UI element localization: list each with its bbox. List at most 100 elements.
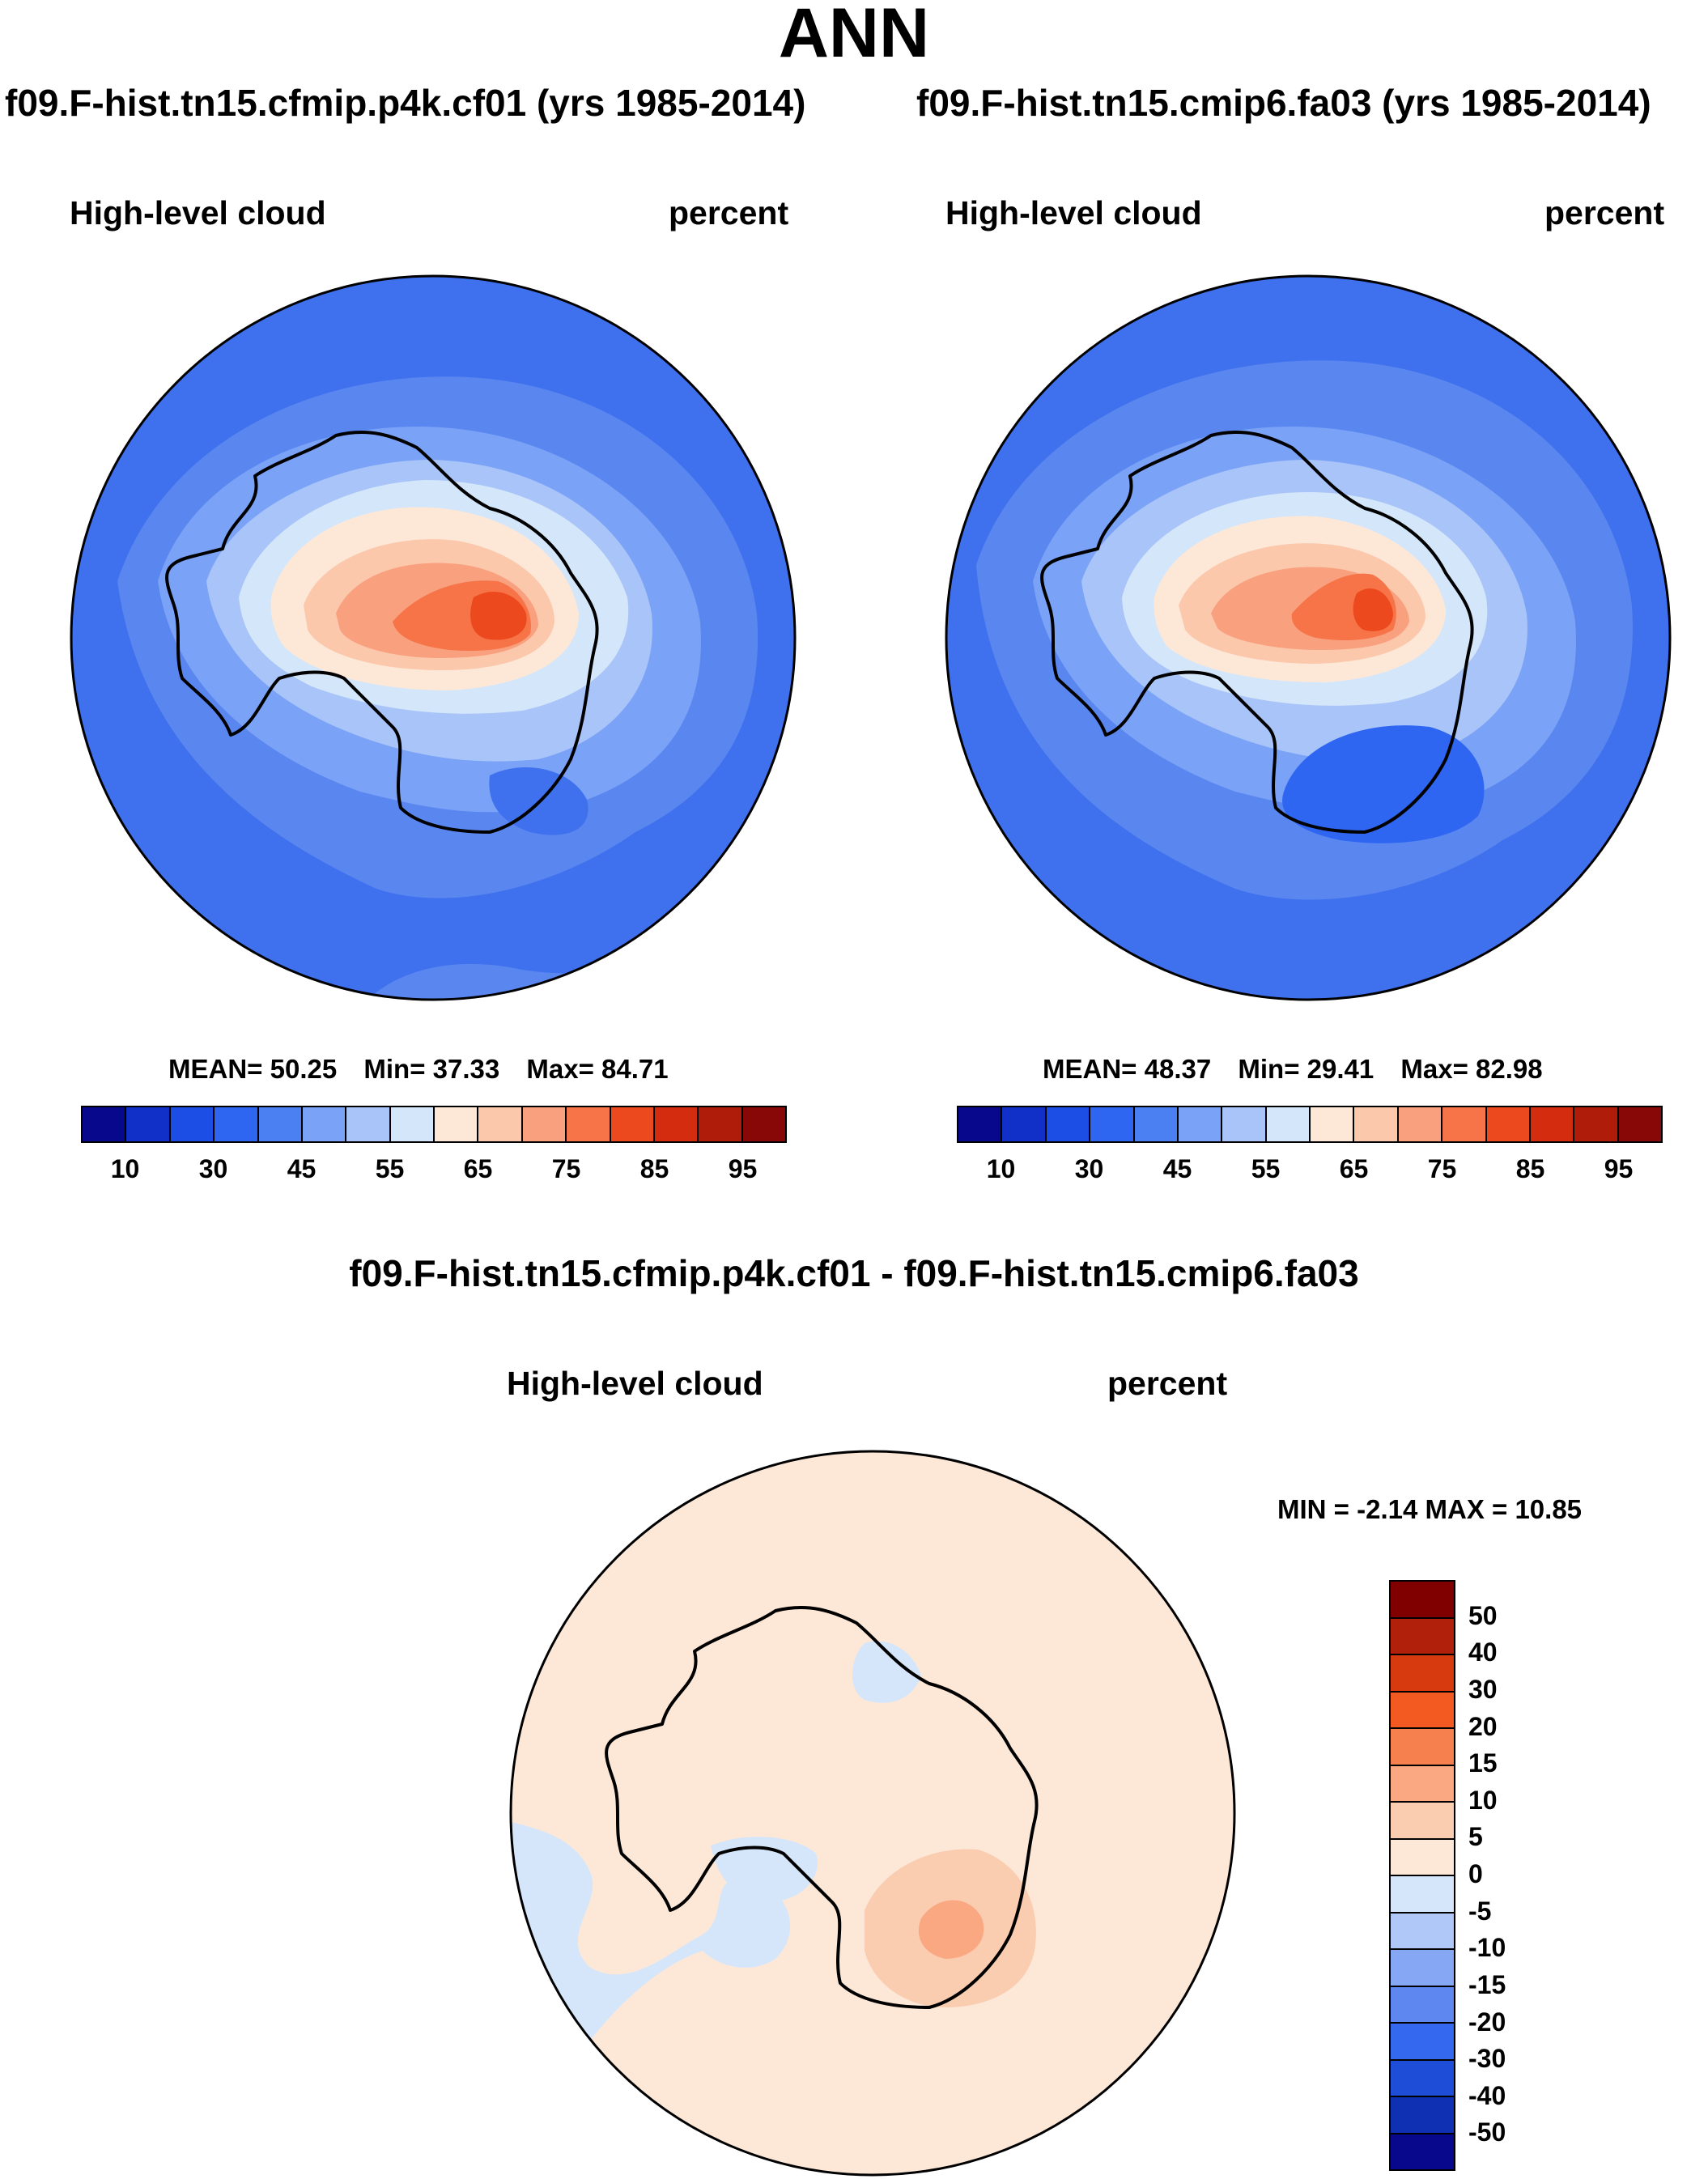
diff-negative-patch-coast: [711, 1837, 818, 1902]
right-min-value: 29.41: [1306, 1054, 1374, 1084]
colorbar-swatch: [1574, 1107, 1619, 1141]
colorbar-tick-label: 10: [986, 1154, 1016, 1183]
diff-map-border: [509, 1450, 1236, 2177]
colorbar-tick-label: 55: [1251, 1154, 1281, 1183]
diff-polar-map: [509, 1450, 1236, 2177]
colorbar-tick-label: -40: [1468, 2080, 1506, 2110]
right-polar-map: [945, 274, 1672, 1001]
colorbar-swatch: [1391, 1876, 1454, 1914]
colorbar-tick-label: 50: [1468, 1600, 1498, 1630]
colorbar-tick-label: 10: [1468, 1785, 1498, 1815]
diff-positive-patch-10-15: [918, 1900, 984, 1959]
right-stats: MEAN= 48.37 Min= 29.41 Max= 82.98: [1043, 1054, 1543, 1085]
left-mean-value: 50.25: [270, 1054, 338, 1084]
colorbar-swatch: [258, 1107, 303, 1141]
colorbar-swatch: [1391, 1913, 1454, 1950]
colorbar-tick-label: -5: [1468, 1896, 1492, 1926]
right-variable-label: High-level cloud: [945, 194, 1202, 231]
colorbar-swatch: [958, 1107, 1003, 1141]
colorbar-tick-label: 40: [1468, 1637, 1498, 1667]
diff-units-label: percent: [1107, 1365, 1228, 1402]
right-map-border: [945, 274, 1672, 1001]
colorbar-swatch: [1311, 1107, 1355, 1141]
colorbar-swatch: [1266, 1107, 1311, 1141]
right-antarctica-coastline: [1040, 430, 1474, 834]
colorbar-tick-label: 55: [375, 1154, 405, 1183]
colorbar-tick-label: 30: [1074, 1154, 1104, 1183]
diff-antarctica-coastline: [605, 1605, 1039, 2009]
left-stats: MEAN= 50.25 Min= 37.33 Max= 84.71: [168, 1054, 669, 1085]
colorbar-swatch: [1391, 1729, 1454, 1766]
colorbar-swatch: [522, 1107, 567, 1141]
colorbar-tick-label: 85: [639, 1154, 669, 1183]
colorbar-swatch: [1391, 2097, 1454, 2134]
colorbar-tick-label: -50: [1468, 2117, 1506, 2147]
right-colorbar: [957, 1106, 1663, 1143]
right-contour-85: [1353, 588, 1393, 631]
colorbar-tick-label: -20: [1468, 2007, 1506, 2037]
left-map-border: [70, 274, 797, 1001]
left-min-label: Min=: [363, 1054, 426, 1084]
colorbar-swatch: [478, 1107, 523, 1141]
colorbar-swatch: [1391, 1803, 1454, 1840]
colorbar-tick-label: 10: [110, 1154, 140, 1183]
colorbar-tick-label: 15: [1468, 1748, 1498, 1778]
colorbar-tick-label: 0: [1468, 1859, 1483, 1888]
colorbar-swatch: [1391, 2060, 1454, 2097]
colorbar-swatch: [1486, 1107, 1531, 1141]
colorbar-tick-label: 30: [198, 1154, 228, 1183]
diff-variable-label: High-level cloud: [507, 1365, 763, 1402]
colorbar-swatch: [1222, 1107, 1267, 1141]
right-units-label: percent: [1544, 194, 1665, 231]
colorbar-tick-label: 65: [1339, 1154, 1369, 1183]
colorbar-swatch: [346, 1107, 391, 1141]
colorbar-swatch: [567, 1107, 611, 1141]
colorbar-swatch: [215, 1107, 259, 1141]
colorbar-swatch: [1002, 1107, 1047, 1141]
colorbar-tick-label: 95: [1604, 1154, 1634, 1183]
colorbar-swatch: [390, 1107, 435, 1141]
colorbar-swatch: [1134, 1107, 1179, 1141]
left-variable-label: High-level cloud: [70, 194, 326, 231]
colorbar-swatch: [1046, 1107, 1091, 1141]
left-max-label: Max=: [526, 1054, 594, 1084]
colorbar-tick-label: 45: [287, 1154, 317, 1183]
colorbar-swatch: [699, 1107, 743, 1141]
right-mean-value: 48.37: [1144, 1054, 1212, 1084]
colorbar-swatch: [1391, 1986, 1454, 2024]
season-title: ANN: [778, 0, 930, 72]
left-units-label: percent: [669, 194, 789, 231]
colorbar-swatch: [302, 1107, 347, 1141]
colorbar-swatch: [1391, 1582, 1454, 1619]
colorbar-tick-label: 85: [1515, 1154, 1545, 1183]
colorbar-swatch: [170, 1107, 215, 1141]
right-max-value: 82.98: [1476, 1054, 1543, 1084]
diff-title: f09.F-hist.tn15.cfmip.p4k.cf01 - f09.F-h…: [349, 1252, 1359, 1294]
colorbar-swatch: [1442, 1107, 1487, 1141]
colorbar-swatch: [1391, 1655, 1454, 1693]
colorbar-swatch: [610, 1107, 655, 1141]
colorbar-tick-label: 75: [551, 1154, 581, 1183]
colorbar-swatch: [1090, 1107, 1135, 1141]
colorbar-swatch: [1391, 2024, 1454, 2061]
colorbar-swatch: [1354, 1107, 1399, 1141]
diff-min-label: MIN =: [1277, 1494, 1349, 1524]
colorbar-swatch: [1178, 1107, 1223, 1141]
right-max-label: Max=: [1400, 1054, 1468, 1084]
right-case-title: f09.F-hist.tn15.cmip6.fa03 (yrs 1985-201…: [916, 82, 1651, 124]
colorbar-swatch: [435, 1107, 479, 1141]
left-polar-map: [70, 274, 797, 1001]
left-mean-label: MEAN=: [168, 1054, 263, 1084]
left-colorbar: [81, 1106, 787, 1143]
left-case-title: f09.F-hist.tn15.cfmip.p4k.cf01 (yrs 1985…: [5, 82, 806, 124]
right-dark-patch: [1282, 725, 1485, 843]
colorbar-swatch: [1530, 1107, 1575, 1141]
colorbar-swatch: [1391, 2134, 1454, 2169]
colorbar-swatch: [1391, 1765, 1454, 1803]
colorbar-tick-label: -10: [1468, 1933, 1506, 1963]
left-contour-85: [470, 591, 527, 640]
left-min-value: 37.33: [432, 1054, 500, 1084]
colorbar-swatch: [654, 1107, 699, 1141]
colorbar-tick-label: 5: [1468, 1822, 1483, 1852]
colorbar-swatch: [126, 1107, 171, 1141]
